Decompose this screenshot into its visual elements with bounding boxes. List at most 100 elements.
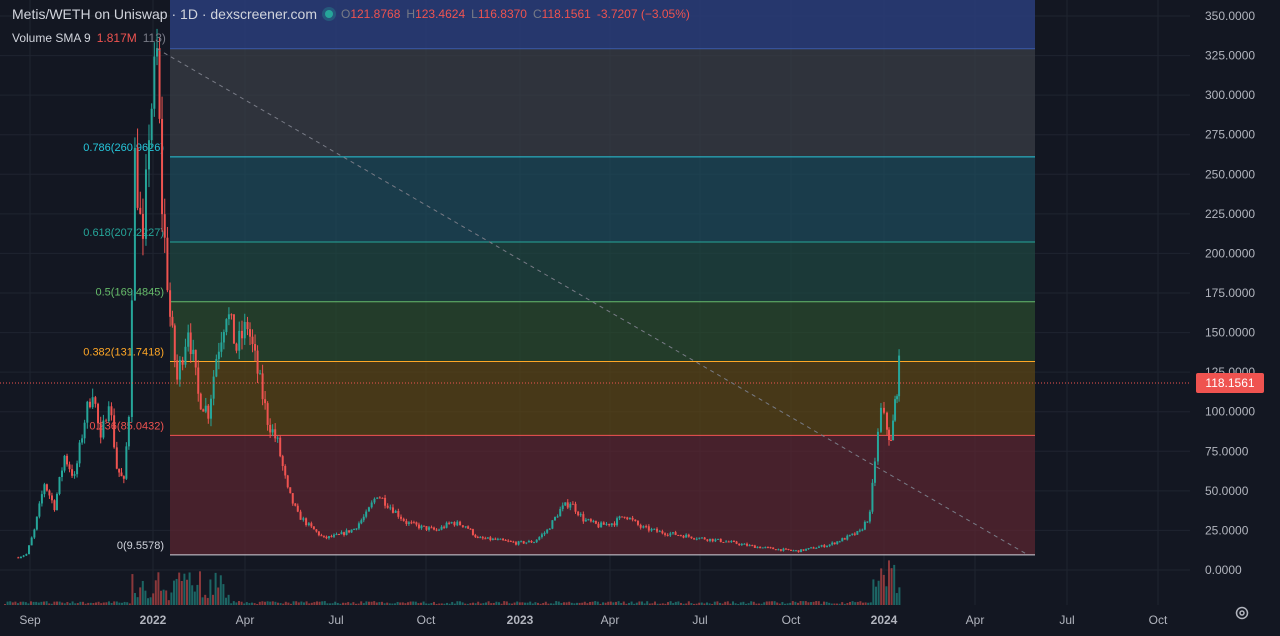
candle-body: [420, 525, 423, 529]
volume-bar: [284, 601, 287, 605]
volume-bar: [729, 603, 732, 605]
candle-body: [502, 538, 505, 541]
volume-bar: [763, 602, 766, 605]
volume-bar: [862, 602, 864, 605]
candle-body: [546, 529, 549, 533]
candle-body: [55, 493, 58, 511]
candle-body: [370, 502, 373, 508]
volume-bar: [17, 603, 19, 605]
volume-bar: [222, 584, 225, 605]
volume-bar: [63, 603, 66, 605]
volume-bar: [417, 603, 420, 605]
candle-body: [738, 543, 741, 545]
candle-body: [551, 520, 554, 529]
volume-bar: [651, 603, 654, 605]
candle-body: [48, 490, 51, 496]
candle-body: [871, 482, 874, 512]
candle-body: [512, 541, 515, 543]
volume-bar: [742, 601, 745, 605]
candle-body: [671, 532, 674, 534]
candle-body: [243, 321, 246, 339]
candle-body: [163, 214, 166, 238]
volume-bar: [394, 603, 396, 605]
volume-bar: [526, 602, 529, 605]
volume-bar: [791, 601, 794, 605]
time-axis[interactable]: Sep 2022 Apr Jul Oct 2023 Apr Jul Oct 2024 Apr Jul O…: [19, 613, 1168, 627]
volume-bar: [53, 601, 56, 605]
volume-bar: [602, 602, 604, 605]
candle-body: [386, 505, 389, 508]
time-tick-label: Apr: [236, 613, 255, 627]
volume-bar: [724, 601, 727, 605]
candle-body: [538, 537, 541, 540]
candle-body: [858, 530, 861, 532]
volume-bar: [105, 602, 108, 605]
volume-bar: [466, 603, 469, 605]
fib-level-label: 0.382(131.7418): [83, 346, 164, 358]
volume-bar: [287, 602, 290, 605]
volume-bar: [516, 601, 519, 605]
price-tick-label: 275.0000: [1205, 128, 1255, 142]
candle-body: [469, 528, 472, 530]
volume-bar: [591, 601, 594, 605]
volume-bar: [607, 601, 610, 605]
volume-bar: [35, 601, 38, 605]
volume-bar: [245, 602, 248, 605]
volume-bar: [277, 602, 279, 605]
candle-body: [367, 507, 370, 512]
candle-body: [823, 545, 826, 548]
candle-body: [274, 429, 277, 439]
volume-bar: [828, 602, 831, 605]
candle-body: [866, 521, 869, 523]
candle-body: [348, 530, 351, 533]
ohlc-low: L116.8370: [471, 7, 527, 21]
price-axis[interactable]: 350.0000 325.0000 300.0000 275.0000 250.0000…: [1196, 9, 1264, 577]
fib-retracement[interactable]: 0.786(260.9626) 0.618(207.2227) 0.5(169.48…: [83, 0, 1035, 556]
time-tick-label: Oct: [417, 613, 436, 627]
candle-body: [810, 547, 813, 549]
volume-bar: [620, 603, 623, 605]
volume-bar: [511, 603, 513, 605]
candle-body: [795, 550, 798, 552]
candle-body: [76, 463, 79, 475]
volume-bar: [563, 602, 565, 605]
volume-bar: [573, 603, 576, 605]
candle-body: [312, 526, 315, 530]
volume-bar: [469, 603, 472, 605]
candle-body: [471, 529, 474, 535]
candle-body: [269, 424, 272, 433]
candle-body: [548, 528, 551, 530]
candle-body: [564, 502, 567, 506]
volume-bar: [238, 601, 240, 605]
price-tick-label: 75.0000: [1205, 444, 1249, 458]
volume-bar: [752, 601, 755, 605]
volume-bar: [888, 560, 890, 605]
volume-bar: [24, 602, 27, 605]
volume-bar: [102, 602, 105, 605]
volume-bar: [498, 602, 500, 605]
gear-icon[interactable]: [1234, 605, 1250, 626]
volume-bar: [440, 603, 443, 605]
candle-body: [853, 533, 856, 535]
candle-body: [628, 517, 631, 520]
volume-bar: [500, 603, 503, 605]
volume-bar: [492, 602, 495, 605]
candle-body: [896, 396, 899, 400]
volume-bar: [360, 601, 363, 605]
candle-body: [156, 48, 159, 57]
volume-bar: [128, 603, 131, 605]
volume-bar: [529, 601, 532, 605]
candle-body: [582, 514, 585, 522]
candle-body: [338, 534, 341, 536]
candle-body: [99, 423, 102, 438]
candle-body: [594, 520, 597, 524]
volume-bar: [802, 601, 805, 605]
candle-body: [307, 523, 310, 526]
volume-bar: [495, 601, 498, 605]
candle-body: [378, 497, 381, 499]
candle-body: [310, 523, 313, 527]
candle-body: [740, 543, 743, 545]
volume-bar: [313, 602, 316, 605]
volume-bar: [734, 603, 737, 605]
